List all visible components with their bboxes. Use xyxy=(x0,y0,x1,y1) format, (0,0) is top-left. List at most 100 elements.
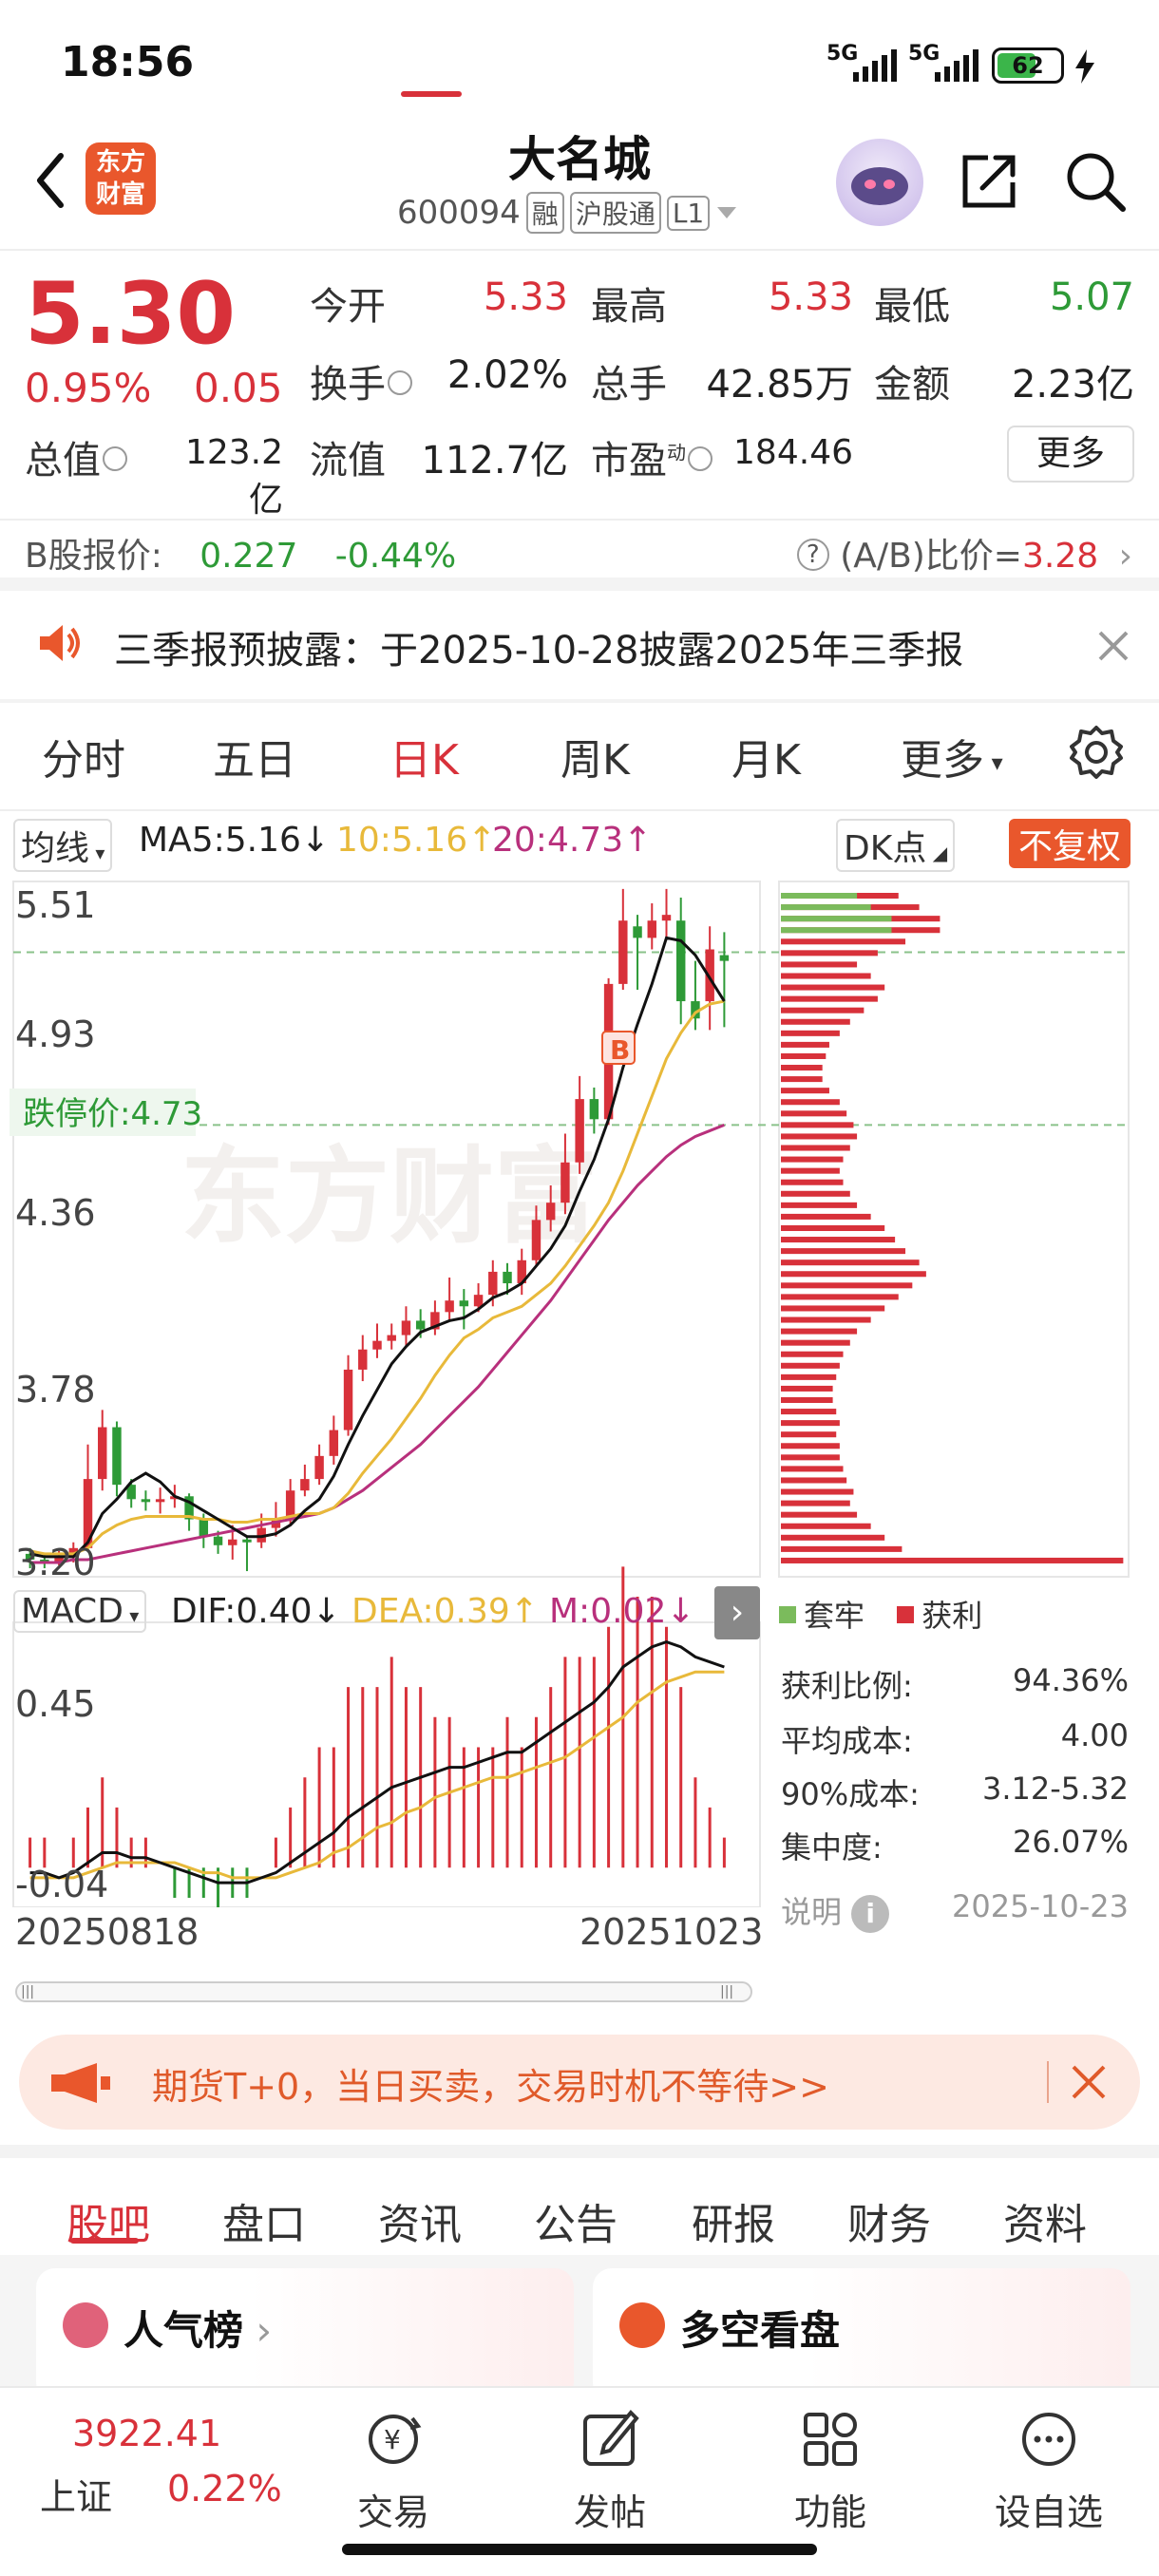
svg-text:¥: ¥ xyxy=(384,2424,401,2455)
divider xyxy=(1047,2061,1049,2103)
candle xyxy=(285,1490,295,1520)
candle xyxy=(141,1499,151,1503)
chip-profit-bar xyxy=(781,1156,844,1163)
change-percent: 0.95% xyxy=(25,365,152,411)
candle xyxy=(242,1539,252,1543)
tab-monthly-k[interactable]: 月K xyxy=(732,736,801,785)
chip-profit-bar xyxy=(781,938,906,945)
candle xyxy=(199,1519,209,1537)
ab-ratio[interactable]: ? (A/B)比价=3.28 › xyxy=(796,528,1132,578)
tab-finance[interactable]: 财务 xyxy=(847,2201,931,2249)
notice-bar[interactable]: 三季报预披露：于2025-10-28披露2025年三季报 xyxy=(0,591,1159,703)
post-button[interactable]: 发帖 xyxy=(534,2396,686,2535)
chip-profit-bar xyxy=(781,1316,871,1323)
chip-profit-bar xyxy=(781,961,858,968)
active-tab-indicator xyxy=(401,91,462,97)
candle xyxy=(401,1320,411,1335)
stock-subtitle[interactable]: 600094 融 沪股通 L1 xyxy=(397,192,738,234)
tab-research[interactable]: 研报 xyxy=(692,2201,775,2249)
dk-selector[interactable]: DK点 ◢ xyxy=(836,819,956,872)
chip-profit-bar xyxy=(781,1351,844,1357)
scroll-handle-left[interactable]: ||| xyxy=(21,1984,35,1999)
chip-profit-bar xyxy=(781,1488,854,1495)
info-icon[interactable] xyxy=(688,446,712,471)
y-tick-label: 3.78 xyxy=(15,1369,96,1411)
assistant-avatar[interactable] xyxy=(836,139,923,226)
profit-ratio-value: 94.36% xyxy=(1012,1662,1129,1698)
close-icon[interactable] xyxy=(1070,2063,1108,2101)
float-label: 流值 xyxy=(310,439,386,483)
ma10-value: 10:5.16↑ xyxy=(336,821,497,860)
scroll-handle-right[interactable]: ||| xyxy=(720,1984,734,1999)
megaphone-icon xyxy=(51,2063,110,2103)
chip-profit-bar xyxy=(781,950,878,957)
gear-icon[interactable] xyxy=(1068,724,1125,781)
tab-profile[interactable]: 资料 xyxy=(1003,2201,1087,2249)
speaker-icon xyxy=(40,625,80,661)
tab-intraday[interactable]: 分时 xyxy=(42,736,125,785)
vs-icon xyxy=(619,2302,665,2348)
popularity-title: 人气榜 › xyxy=(124,2307,273,2354)
chip-profit-bar xyxy=(781,1431,837,1438)
tab-weekly-k[interactable]: 周K xyxy=(560,736,630,785)
legend-trapped: 套牢 xyxy=(804,1598,865,1634)
adjust-button[interactable]: 不复权 xyxy=(1009,819,1131,868)
dea-value: DEA:0.39↑ xyxy=(352,1592,539,1631)
tab-announcements[interactable]: 公告 xyxy=(534,2201,618,2249)
candle xyxy=(488,1271,498,1296)
chip-note[interactable]: 说明 i xyxy=(781,1888,890,1933)
share-icon[interactable] xyxy=(956,148,1022,215)
chip-profit-bar xyxy=(781,1443,840,1449)
chart-scrollbar[interactable]: ||| ||| xyxy=(15,1981,752,2002)
ma-selector[interactable]: 均线 ▾ xyxy=(13,819,113,872)
chip-profit-bar xyxy=(781,1477,847,1484)
candle xyxy=(387,1335,396,1341)
chart-period-tabs: 分时 五日 日K 周K 月K 更多 ▾ xyxy=(0,703,1159,809)
tab-five-day[interactable]: 五日 xyxy=(213,736,296,785)
chip-trapped-bar xyxy=(781,916,892,922)
chip-profit-bar xyxy=(781,1534,885,1541)
section-gap xyxy=(0,699,1159,703)
tab-pankou[interactable]: 盘口 xyxy=(222,2201,306,2249)
bshare-label: B股报价: xyxy=(25,537,162,576)
chip-profit-bar xyxy=(781,1511,858,1518)
signal-label-1: 5G xyxy=(826,42,859,66)
level-tag: L1 xyxy=(666,195,711,231)
trade-button[interactable]: ¥ 交易 xyxy=(317,2396,469,2535)
close-icon[interactable] xyxy=(1094,627,1132,665)
popularity-card[interactable]: 人气榜 › xyxy=(36,2268,574,2401)
chip-profit-bar xyxy=(781,1305,885,1312)
legend-profit: 获利 xyxy=(922,1598,983,1634)
macd-selector[interactable]: MACD ▾ xyxy=(13,1590,147,1633)
tab-news[interactable]: 资讯 xyxy=(378,2201,462,2249)
search-icon[interactable] xyxy=(1062,148,1129,215)
divider xyxy=(0,809,1159,811)
info-icon: i xyxy=(851,1895,890,1933)
chip-profit-bar xyxy=(781,1007,864,1013)
tab-more[interactable]: 更多 ▾ xyxy=(901,736,1003,785)
ad-banner[interactable]: 期货T+0，当日买卖，交易时机不等待>> xyxy=(19,2035,1140,2130)
kline-chart[interactable]: 东方财富 5.51 4.93 4.36 3.78 3.20 跌停价:4.73 B xyxy=(0,872,1159,1907)
chip-profit-bar xyxy=(781,1213,871,1220)
add-watchlist-button[interactable]: 设自选 xyxy=(973,2396,1125,2535)
low-value: 5.07 xyxy=(1049,275,1134,319)
expand-arrow-button[interactable]: › xyxy=(714,1586,760,1639)
longshort-card[interactable]: 多空看盘 xyxy=(593,2268,1130,2401)
chip-profit-bar xyxy=(781,1420,840,1427)
info-icon[interactable] xyxy=(103,446,127,471)
more-button[interactable]: 更多 xyxy=(1007,426,1134,483)
chip-legend: 套牢 获利 xyxy=(779,1592,982,1636)
chip-profit-bar xyxy=(781,1237,896,1243)
candle xyxy=(126,1485,136,1500)
date-start: 20250818 xyxy=(15,1911,200,1953)
back-icon[interactable] xyxy=(23,142,80,218)
candle xyxy=(445,1300,454,1313)
buy-marker[interactable] xyxy=(601,1031,636,1065)
tab-daily-k[interactable]: 日K xyxy=(390,736,459,785)
limit-down-label: 跌停价:4.73 xyxy=(23,1095,202,1133)
chip-profit-bar xyxy=(781,973,871,979)
info-icon[interactable] xyxy=(388,370,412,395)
chip-profit-bar xyxy=(781,1523,871,1529)
functions-button[interactable]: 功能 xyxy=(754,2396,906,2535)
index-change: 0.22% xyxy=(167,2468,282,2510)
